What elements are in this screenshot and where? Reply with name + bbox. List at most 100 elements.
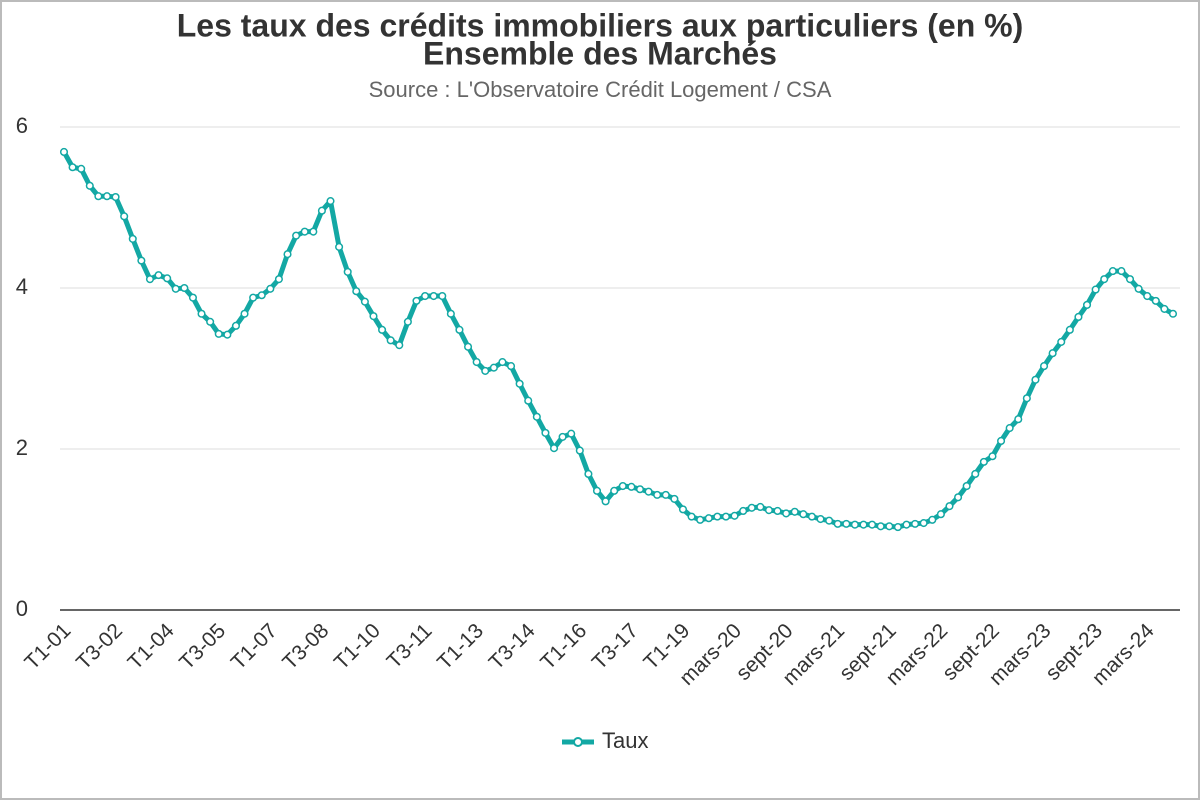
point-marker [902, 520, 911, 529]
legend-item: Taux [562, 728, 648, 753]
point-marker [472, 358, 481, 367]
point-marker [721, 512, 731, 521]
point-marker [102, 192, 112, 201]
point-marker [713, 512, 722, 521]
point-marker [739, 506, 748, 516]
point-marker [782, 509, 791, 518]
point-marker [283, 250, 292, 259]
point-marker [601, 497, 610, 506]
point-marker [412, 296, 421, 305]
point-marker [558, 432, 567, 441]
point-marker [747, 503, 756, 512]
point-marker [661, 490, 670, 499]
point-marker [386, 336, 395, 345]
point-marker [842, 519, 851, 528]
point-marker [1039, 362, 1049, 371]
point-marker [764, 506, 773, 515]
point-marker [807, 512, 816, 521]
point-marker [962, 481, 971, 491]
point-marker [68, 163, 77, 172]
point-marker [653, 490, 662, 499]
point-marker [223, 330, 232, 339]
point-marker [893, 523, 902, 532]
point-marker [541, 428, 550, 437]
point-marker [1125, 275, 1135, 284]
point-marker [997, 436, 1006, 446]
point-marker [1082, 300, 1092, 309]
point-marker [438, 292, 447, 301]
point-marker [971, 469, 980, 479]
point-marker [429, 292, 438, 301]
point-marker [180, 283, 189, 293]
point-marker [111, 192, 120, 202]
point-marker [137, 256, 146, 265]
point-marker [1048, 349, 1057, 358]
point-marker [988, 452, 997, 461]
point-marker [120, 212, 129, 221]
point-marker [489, 363, 498, 372]
point-marker [730, 511, 739, 520]
point-marker [154, 271, 163, 280]
point-marker [335, 242, 344, 251]
point-marker [928, 515, 937, 524]
point-marker [979, 457, 988, 466]
point-marker [1014, 415, 1023, 424]
point-marker [257, 291, 266, 300]
point-marker [1091, 285, 1100, 294]
point-marker [145, 275, 155, 284]
point-marker [1168, 309, 1178, 318]
point-marker [1100, 275, 1109, 284]
y-tick-label: 6 [16, 113, 28, 138]
point-marker [421, 292, 430, 301]
point-marker [610, 486, 619, 495]
point-marker [446, 309, 455, 318]
point-marker [678, 505, 688, 514]
point-marker [214, 329, 223, 338]
point-marker [670, 494, 679, 503]
point-marker [945, 502, 954, 511]
point-marker [85, 181, 94, 190]
point-marker [94, 192, 103, 201]
point-marker [911, 519, 920, 528]
point-marker [1065, 325, 1074, 334]
point-marker [584, 469, 593, 479]
point-marker [309, 227, 318, 236]
legend-label: Taux [602, 728, 648, 753]
point-marker [1022, 394, 1031, 403]
point-marker [231, 321, 240, 330]
point-marker [687, 512, 696, 521]
point-marker [171, 284, 180, 293]
point-marker [1134, 284, 1143, 293]
point-marker [240, 309, 249, 318]
point-marker [954, 493, 963, 502]
point-marker [876, 522, 885, 531]
point-marker [1160, 304, 1169, 313]
point-marker [464, 342, 473, 351]
point-marker [524, 396, 533, 405]
point-marker [885, 522, 894, 531]
point-marker [936, 510, 945, 519]
point-marker [627, 482, 636, 491]
point-marker [592, 486, 602, 495]
point-marker [799, 510, 808, 519]
chart-title: Les taux des crédits immobiliers aux par… [177, 7, 1024, 43]
point-marker [1057, 337, 1066, 346]
point-marker [696, 515, 705, 524]
y-tick-label: 0 [16, 596, 28, 621]
point-marker [756, 502, 765, 512]
point-marker [1151, 296, 1160, 305]
point-marker [850, 520, 859, 529]
point-marker [352, 287, 361, 296]
y-tick-label: 4 [16, 274, 28, 299]
y-tick-label: 2 [16, 435, 28, 460]
point-marker [704, 514, 713, 523]
point-marker [833, 519, 842, 528]
point-marker [506, 362, 516, 371]
point-marker [403, 317, 412, 326]
legend-marker [573, 737, 583, 747]
point-marker [300, 227, 309, 236]
point-marker [266, 284, 275, 293]
point-marker [326, 197, 335, 206]
point-marker [1074, 312, 1083, 322]
